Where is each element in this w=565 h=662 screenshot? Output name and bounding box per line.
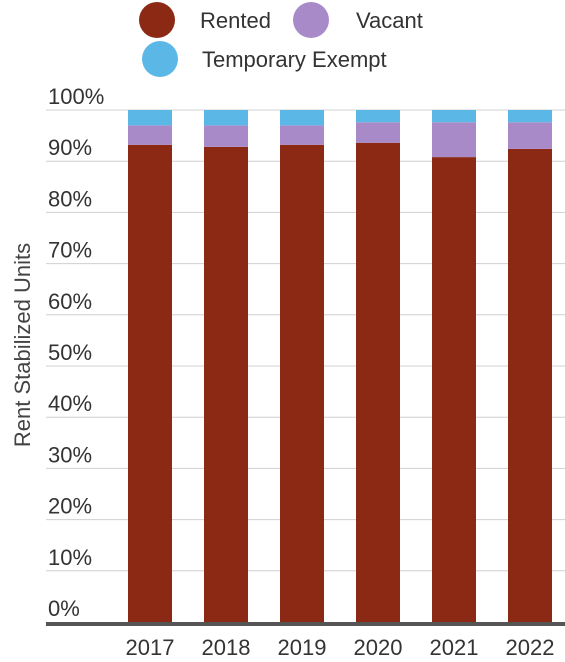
legend-marker bbox=[293, 2, 329, 38]
legend-marker bbox=[139, 2, 175, 38]
x-tick-label: 2018 bbox=[202, 635, 251, 660]
y-tick-label: 50% bbox=[48, 340, 92, 365]
bar-segment-vacant bbox=[128, 125, 172, 145]
bar-segment-rented bbox=[432, 157, 476, 622]
x-tick-label: 2019 bbox=[278, 635, 327, 660]
y-tick-label: 10% bbox=[48, 545, 92, 570]
x-tick-label: 2020 bbox=[354, 635, 403, 660]
legend-marker bbox=[142, 41, 178, 77]
y-tick-label: 60% bbox=[48, 289, 92, 314]
bar-segment-temporary-exempt bbox=[204, 110, 248, 126]
y-tick-label: 80% bbox=[48, 186, 92, 211]
legend-label: Rented bbox=[200, 8, 271, 33]
y-tick-label: 0% bbox=[48, 596, 80, 621]
bar-segment-vacant bbox=[280, 125, 324, 145]
bar-segment-vacant bbox=[356, 122, 400, 143]
y-tick-label: 90% bbox=[48, 135, 92, 160]
x-tick-label: 2022 bbox=[506, 635, 555, 660]
bar-segment-rented bbox=[204, 146, 248, 622]
y-tick-label: 20% bbox=[48, 494, 92, 519]
bar-segment-rented bbox=[128, 144, 172, 623]
bar-segment-rented bbox=[508, 148, 552, 623]
bar-segment-temporary-exempt bbox=[128, 110, 172, 126]
bar-segment-rented bbox=[280, 144, 324, 623]
y-tick-labels: 0% 10% 20% 30% 40% 50% 60% 70% 80% 90% 100% bbox=[48, 84, 104, 621]
bar-segment-temporary-exempt bbox=[432, 110, 476, 123]
y-tick-label: 100% bbox=[48, 84, 104, 109]
y-tick-label: 30% bbox=[48, 442, 92, 467]
y-axis-label: Rent Stabilized Units bbox=[10, 243, 35, 447]
legend-label: Temporary Exempt bbox=[202, 47, 387, 72]
y-tick-label: 40% bbox=[48, 391, 92, 416]
bar-segment-temporary-exempt bbox=[508, 110, 552, 123]
bar-segment-temporary-exempt bbox=[356, 110, 400, 123]
y-tick-label: 70% bbox=[48, 238, 92, 263]
bar-segment-rented bbox=[356, 142, 400, 622]
bar-segment-vacant bbox=[432, 122, 476, 158]
bar-segment-vacant bbox=[508, 122, 552, 149]
x-tick-label: 2021 bbox=[430, 635, 479, 660]
bar-segment-vacant bbox=[204, 125, 248, 147]
legend-label: Vacant bbox=[356, 8, 423, 33]
x-tick-label: 2017 bbox=[126, 635, 175, 660]
bars bbox=[128, 110, 552, 623]
x-tick-labels: 2017 2018 2019 2020 2021 2022 bbox=[126, 635, 555, 660]
legend: Rented Vacant Temporary Exempt bbox=[139, 2, 423, 77]
bar-segment-temporary-exempt bbox=[280, 110, 324, 126]
